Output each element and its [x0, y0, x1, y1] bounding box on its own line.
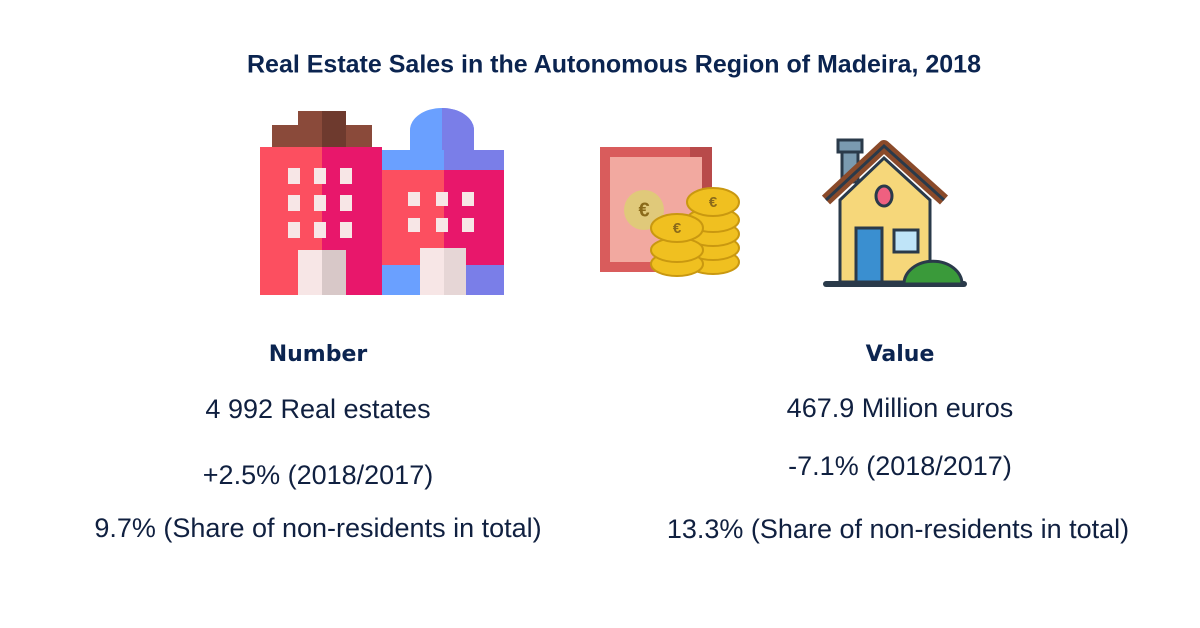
- panel-heading: Value: [866, 342, 935, 367]
- panel-line: +2.5% (2018/2017): [203, 460, 433, 490]
- panel-line: 467.9 Million euros: [787, 393, 1014, 423]
- panel-line: 9.7% (Share of non-residents in total): [94, 513, 541, 543]
- panel-line: 13.3% (Share of non-residents in total): [667, 514, 1129, 544]
- panel-line: -7.1% (2018/2017): [788, 451, 1012, 481]
- buildings-icon: [260, 108, 504, 295]
- title: Real Estate Sales in the Autonomous Regi…: [247, 51, 981, 79]
- panel-heading: Number: [269, 342, 368, 367]
- money-icon: € € €: [600, 147, 740, 277]
- svg-text:€: €: [673, 220, 682, 237]
- svg-text:€: €: [709, 194, 718, 211]
- panel-line: 4 992 Real estates: [205, 394, 430, 424]
- house-icon: [821, 138, 967, 287]
- svg-text:€: €: [638, 199, 649, 221]
